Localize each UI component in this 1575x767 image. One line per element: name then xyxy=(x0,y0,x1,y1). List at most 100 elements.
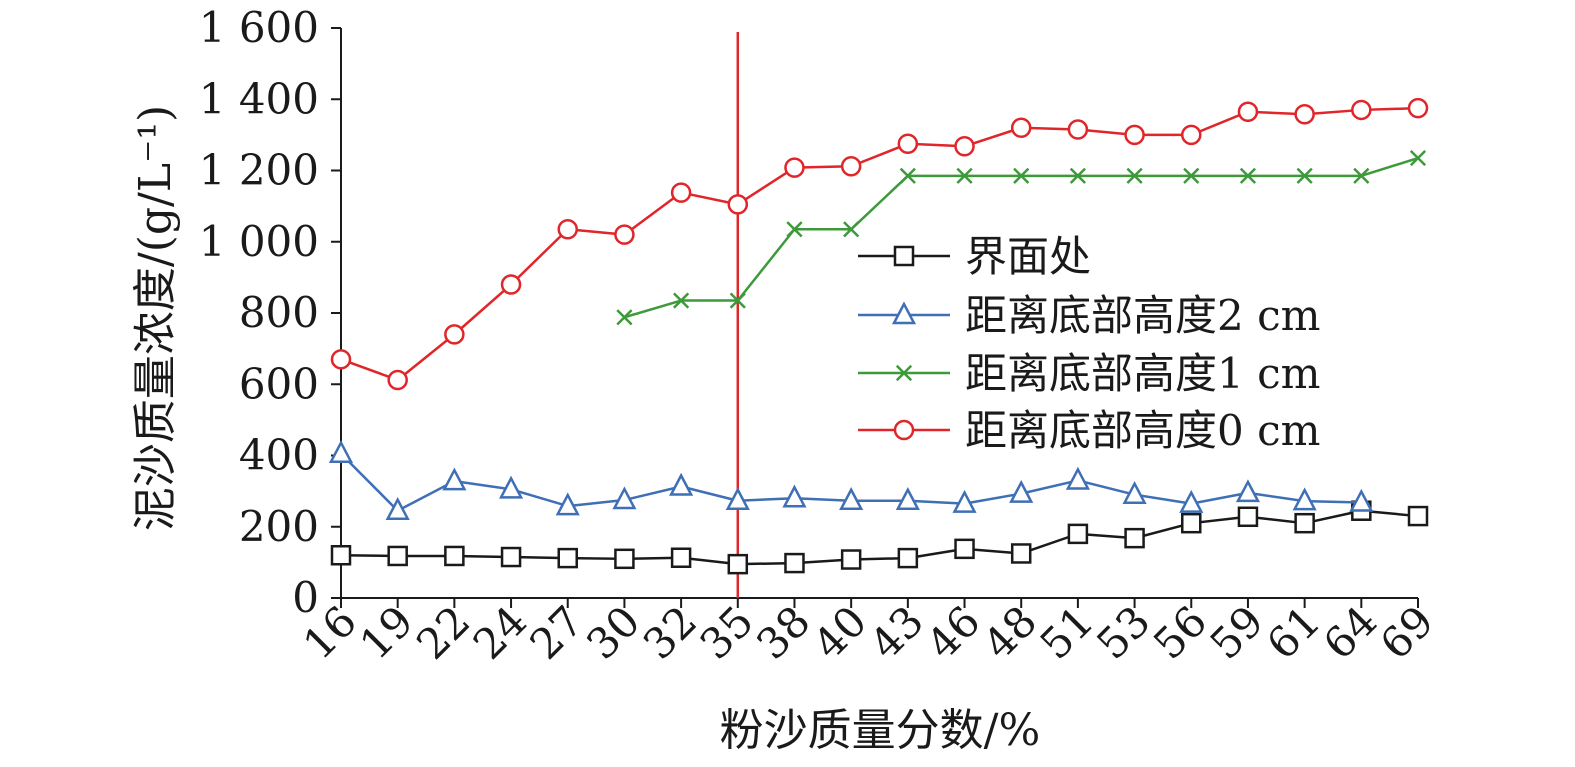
data-point-circle xyxy=(840,155,862,177)
data-point-x xyxy=(1409,149,1427,167)
data-point-square xyxy=(670,547,692,568)
legend-label: 距离底部高度1 cm xyxy=(965,349,1320,398)
data-point-x xyxy=(729,292,746,309)
y-tick-label: 0 xyxy=(292,573,319,622)
data-point-triangle xyxy=(385,497,410,520)
data-point-square xyxy=(444,545,465,567)
data-point-x xyxy=(1013,167,1030,184)
data-point-triangle xyxy=(891,301,917,325)
data-point-square xyxy=(1124,527,1145,549)
data-point-square xyxy=(557,547,578,569)
data-point-circle xyxy=(500,274,522,295)
data-point-circle xyxy=(954,136,975,157)
data-point-circle xyxy=(330,349,352,370)
data-point-circle xyxy=(1181,124,1202,146)
data-point-square xyxy=(1067,523,1089,545)
data-point-circle xyxy=(670,182,692,203)
data-point-triangle xyxy=(895,487,920,510)
data-point-circle xyxy=(1407,97,1429,119)
data-point-square xyxy=(727,553,749,575)
legend-item: 距离底部高度1 cm xyxy=(858,349,1320,398)
y-tick-label: 800 xyxy=(239,288,319,337)
data-point-square xyxy=(387,545,408,567)
x-marker-stroke xyxy=(1239,167,1257,184)
data-point-square xyxy=(1294,512,1315,534)
data-point-circle xyxy=(1237,101,1259,122)
data-point-square xyxy=(893,245,915,267)
data-point-x xyxy=(1239,167,1257,184)
x-marker-stroke xyxy=(673,292,690,309)
data-point-square xyxy=(840,549,862,570)
data-point-square xyxy=(500,546,522,568)
data-point-triangle xyxy=(1122,481,1147,504)
x-marker-stroke xyxy=(729,292,746,309)
data-point-circle xyxy=(784,157,805,178)
data-point-circle xyxy=(1124,124,1145,146)
legend-item: 距离底部高度2 cm xyxy=(858,291,1320,340)
data-point-x xyxy=(895,364,913,382)
data-point-circle xyxy=(1010,117,1032,138)
data-point-circle xyxy=(893,419,915,441)
y-tick-label: 1 000 xyxy=(199,217,319,266)
x-marker-stroke xyxy=(1183,167,1200,184)
data-point-circle xyxy=(614,224,635,245)
data-point-x xyxy=(1069,167,1086,184)
legend-item: 距离底部高度0 cm xyxy=(858,406,1320,455)
data-point-square xyxy=(1181,512,1202,534)
data-point-x xyxy=(673,292,690,309)
data-point-circle xyxy=(444,324,465,345)
data-point-circle xyxy=(1351,99,1372,121)
data-point-x xyxy=(899,167,916,184)
data-point-triangle xyxy=(782,484,807,508)
x-axis-title: 粉沙质量分数/% xyxy=(720,705,1041,756)
data-point-triangle xyxy=(1349,488,1374,512)
data-point-circle xyxy=(897,133,919,155)
data-point-triangle xyxy=(1292,487,1317,511)
data-point-triangle xyxy=(839,487,864,510)
data-point-x xyxy=(1126,167,1143,184)
data-point-square xyxy=(954,538,975,560)
data-point-triangle xyxy=(328,440,354,463)
data-point-square xyxy=(784,552,805,574)
data-point-x xyxy=(1353,167,1370,184)
x-marker-stroke xyxy=(843,221,860,238)
data-point-triangle xyxy=(1179,489,1204,513)
series-2 xyxy=(616,149,1427,326)
x-marker-stroke xyxy=(616,309,633,326)
data-point-square xyxy=(1407,505,1429,527)
data-point-circle xyxy=(387,369,408,391)
x-marker-stroke xyxy=(1069,167,1086,184)
x-marker-stroke xyxy=(895,364,913,382)
y-axis-title: 泥沙质量浓度/(g/L⁻¹) xyxy=(130,105,181,531)
data-point-x xyxy=(843,221,860,238)
data-point-square xyxy=(1237,506,1259,528)
y-tick-label: 200 xyxy=(239,502,319,551)
legend-item: 界面处 xyxy=(858,232,1091,281)
x-marker-stroke xyxy=(1409,149,1427,167)
y-tick-label: 1 600 xyxy=(199,3,319,52)
data-point-circle xyxy=(557,219,578,240)
x-marker-stroke xyxy=(899,167,916,184)
data-point-circle xyxy=(1294,103,1315,125)
data-point-triangle xyxy=(1065,466,1090,490)
data-point-x xyxy=(616,309,633,326)
data-point-x xyxy=(1296,167,1313,184)
data-point-square xyxy=(330,545,352,566)
x-marker-stroke xyxy=(1296,167,1313,184)
data-point-square xyxy=(614,548,635,570)
series-group xyxy=(328,97,1429,575)
data-point-triangle xyxy=(669,472,694,496)
data-point-x xyxy=(1183,167,1200,184)
legend-label: 距离底部高度0 cm xyxy=(965,406,1320,455)
data-point-triangle xyxy=(725,487,750,510)
data-point-square xyxy=(1010,543,1032,564)
data-point-triangle xyxy=(1235,479,1261,503)
data-point-circle xyxy=(727,194,749,215)
series-0 xyxy=(330,500,1429,575)
y-tick-label: 600 xyxy=(239,359,319,408)
legend-label: 界面处 xyxy=(965,232,1091,281)
x-marker-stroke xyxy=(786,221,803,238)
